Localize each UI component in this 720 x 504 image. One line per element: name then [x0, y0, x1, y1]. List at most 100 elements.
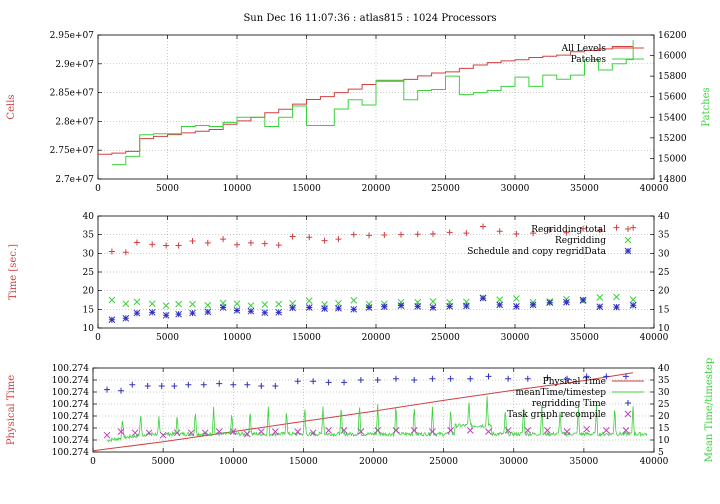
x-tick-label: 0	[90, 457, 96, 467]
point-x	[187, 429, 195, 437]
x-tick-label: 15000	[289, 457, 318, 467]
y2-tick-label: 15	[658, 424, 670, 434]
point-x	[374, 427, 382, 434]
point-x	[148, 300, 156, 308]
point-plus	[485, 373, 492, 380]
point-star	[321, 305, 328, 312]
point-plus	[335, 236, 342, 243]
y2-tick-label: 15400	[658, 113, 687, 123]
point-star	[397, 302, 405, 309]
point-x	[275, 300, 283, 308]
x-tick-label: 0	[95, 184, 101, 194]
y-tick-label: 100.274	[52, 364, 89, 374]
point-plus	[447, 375, 454, 382]
plot-frame	[92, 367, 655, 453]
point-plus	[398, 231, 405, 238]
legend-marker	[624, 247, 632, 255]
y2-tick-label: 10	[658, 324, 670, 334]
point-plus	[350, 231, 357, 238]
point-x	[215, 428, 223, 435]
point-x	[496, 296, 504, 303]
point-plus	[258, 383, 265, 389]
x-tick-label: 15000	[292, 184, 321, 194]
point-x	[340, 427, 348, 434]
x-tick-label: 35000	[570, 457, 599, 467]
y2-tick-label: 20	[658, 287, 670, 297]
point-x	[175, 300, 182, 308]
point-plus	[613, 224, 620, 231]
point-plus	[429, 375, 436, 382]
point-plus	[341, 379, 348, 386]
point-plus	[244, 381, 251, 388]
x-tick-label: 30000	[499, 457, 528, 467]
x-tick-label: 35000	[570, 333, 599, 343]
point-x	[173, 429, 181, 437]
point-plus	[480, 223, 487, 230]
point-star	[335, 304, 342, 312]
y2-tick-label: 10	[658, 436, 670, 446]
x-tick-label: 25000	[431, 184, 460, 194]
chart-title: Sun Dec 16 11:07:36 : atlas815 : 1024 Pr…	[243, 13, 496, 24]
point-plus	[564, 375, 571, 382]
y2-tick-label: 40	[658, 364, 670, 374]
x-tick-label: 40000	[640, 457, 669, 467]
point-star	[219, 304, 227, 311]
point-star	[122, 314, 130, 322]
legend-marker	[624, 236, 632, 244]
point-plus	[104, 386, 111, 393]
x-tick-label: 20000	[362, 184, 391, 194]
point-star	[380, 303, 388, 311]
point-plus	[149, 241, 156, 248]
point-star	[162, 311, 170, 319]
y2-tick-label: 5	[658, 448, 664, 458]
y2-tick-label: 35	[658, 231, 670, 241]
legend-entry-label: Task graph recompile	[507, 410, 606, 420]
x-tick-label: 10000	[223, 184, 252, 194]
point-x	[602, 427, 610, 434]
point-plus	[133, 239, 140, 246]
x-tick-label: 0	[95, 333, 101, 343]
y-tick-label: 2.9e+07	[55, 60, 94, 70]
y-tick-label: 2.8e+07	[55, 117, 94, 127]
y-tick-label: 2.7e+07	[55, 175, 94, 185]
legend-entry-label: regridding Time	[532, 399, 606, 409]
y2-tick-label: 15600	[658, 93, 687, 103]
legend-entry-label: Patches	[571, 55, 607, 65]
physical-time-panel: 0 5000 10000 15000 20000 25000 30000 35000 40000…	[6, 358, 715, 467]
y2-tick-label: 25	[658, 268, 670, 278]
legend-marker	[625, 226, 631, 232]
y2-tick-label: 20	[658, 412, 670, 422]
point-plus	[163, 242, 170, 249]
point-star	[305, 304, 313, 311]
y-tick-label: 2.75e+07	[50, 146, 95, 156]
point-star	[289, 304, 296, 312]
point-star	[462, 302, 470, 310]
x-tick-label: 20000	[359, 457, 388, 467]
point-x	[247, 302, 255, 309]
legend-entry-label: All Levels	[561, 44, 607, 54]
point-plus	[546, 226, 553, 233]
point-x	[325, 427, 332, 434]
point-x	[162, 302, 170, 309]
point-x	[563, 428, 571, 435]
point-plus	[446, 229, 453, 236]
point-plus	[580, 225, 587, 232]
point-x	[504, 427, 512, 434]
y2-axis-label: Patches	[701, 87, 712, 126]
point-star	[429, 304, 437, 311]
y2-tick-label: 30	[658, 249, 670, 259]
x-tick-label: 30000	[501, 184, 530, 194]
y2-tick-label: 35	[658, 376, 670, 386]
point-x	[131, 429, 139, 437]
y-tick-label: 10	[83, 324, 95, 334]
point-plus	[204, 239, 211, 246]
regridding-time-panel: 0 5000 10000 15000 20000 25000 30000 35000 40000…	[8, 212, 670, 343]
y-axis-label: Cells	[6, 94, 17, 119]
y-tick-label: 30	[83, 249, 95, 259]
x-tick-label: 15000	[292, 333, 321, 343]
point-x	[447, 427, 454, 434]
point-plus	[310, 378, 317, 385]
point-plus	[185, 381, 192, 388]
x-tick-label: 5000	[156, 333, 179, 343]
y-tick-label: 100.274	[52, 376, 89, 386]
